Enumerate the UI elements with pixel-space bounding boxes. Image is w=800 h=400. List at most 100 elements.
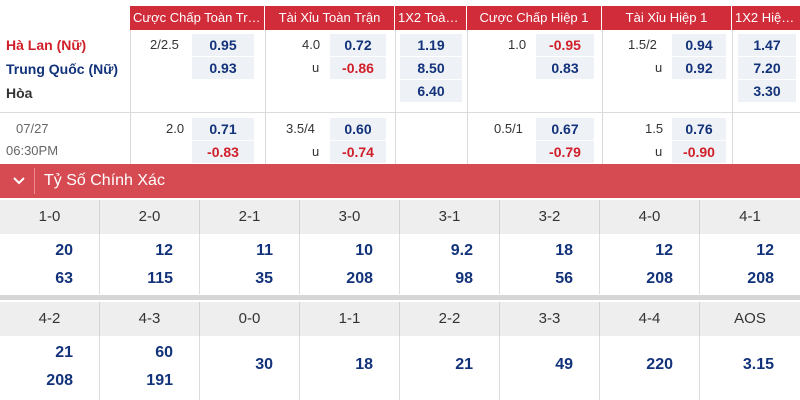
score-label: 3-3 <box>500 302 600 336</box>
score-odds-single[interactable]: 18 <box>355 356 373 373</box>
h1-1x2-draw-odds[interactable]: 3.30 <box>738 80 796 102</box>
score-odds-bottom[interactable]: 115 <box>147 270 173 287</box>
score-odds-bottom[interactable]: 208 <box>46 372 73 389</box>
h1-ou-over-odds[interactable]: 0.94 <box>672 34 726 56</box>
score-label: 3-2 <box>500 200 600 234</box>
alt-ft-handicap-line: 2.0 <box>166 121 185 136</box>
ft-1x2-home-odds[interactable]: 1.19 <box>400 34 462 56</box>
header-ft-over-under[interactable]: Tài Xỉu Toàn Trận <box>265 6 395 30</box>
header-h1-over-under[interactable]: Tài Xỉu Hiệp 1 <box>602 6 732 30</box>
score-odds-top[interactable]: 18 <box>555 242 573 259</box>
correct-score-section-header[interactable]: Tỷ Số Chính Xác <box>0 164 800 198</box>
score-label: 4-3 <box>100 302 200 336</box>
score-odds-top[interactable]: 21 <box>55 344 73 361</box>
alt-h1-ou-line: 1.5 <box>645 121 664 136</box>
alt-ft-ou-line: 3.5/4 <box>286 121 315 136</box>
score-odds-single[interactable]: 21 <box>455 356 473 373</box>
score-odds-bottom[interactable]: 98 <box>455 270 473 287</box>
odds-table: Hà Lan (Nữ) Trung Quốc (Nữ) Hòa 07/27 06… <box>0 30 800 164</box>
score-odds-cell[interactable]: 12 115 <box>100 234 200 294</box>
header-ft-handicap[interactable]: Cược Chấp Toàn Trận <box>130 6 265 30</box>
score-odds-cell[interactable]: 11 35 <box>200 234 300 294</box>
score-odds-bottom[interactable]: 208 <box>346 270 373 287</box>
score-odds-cell[interactable]: 18 <box>300 336 400 400</box>
alt-ft-handicap-home-odds[interactable]: 0.71 <box>192 118 254 140</box>
score-odds-cell[interactable]: 21 208 <box>0 336 100 400</box>
score-odds-cell[interactable]: 12 208 <box>600 234 700 294</box>
chevron-down-icon[interactable] <box>10 172 28 190</box>
score-odds-single[interactable]: 3.15 <box>742 356 774 373</box>
header-h1-handicap[interactable]: Cược Chấp Hiệp 1 <box>467 6 602 30</box>
h1-1x2-home-odds[interactable]: 1.47 <box>738 34 796 56</box>
score-odds-cell[interactable]: 60 191 <box>100 336 200 400</box>
score-odds-cell[interactable]: 49 <box>500 336 600 400</box>
score-odds-cell[interactable]: 20 63 <box>0 234 100 294</box>
ft-ou-under-odds[interactable]: -0.86 <box>330 57 386 79</box>
ft-ou-over-odds[interactable]: 0.72 <box>330 34 386 56</box>
score-odds-cell[interactable]: 9.2 98 <box>400 234 500 294</box>
score-odds-single[interactable]: 49 <box>555 356 573 373</box>
alt-h1-handicap-away-odds[interactable]: -0.79 <box>536 141 594 163</box>
score-odds-row-1: 20 63 12 115 11 35 10 208 9.2 98 18 56 1… <box>0 234 800 294</box>
h1-handicap-home-odds[interactable]: -0.95 <box>536 34 594 56</box>
h1-ou-line: 1.5/2 <box>628 37 657 52</box>
header-h1-1x2[interactable]: 1X2 Hiệp 1 <box>732 6 800 30</box>
score-odds-cell[interactable]: 18 56 <box>500 234 600 294</box>
section-divider <box>0 295 800 300</box>
score-odds-bottom[interactable]: 208 <box>646 270 673 287</box>
h1-ou-under-label: u <box>655 60 663 75</box>
score-label: 3-0 <box>300 200 400 234</box>
ft-ou-under-label: u <box>312 60 320 75</box>
score-odds-single[interactable]: 30 <box>255 356 273 373</box>
score-odds-cell[interactable]: 10 208 <box>300 234 400 294</box>
odds-header: Cược Chấp Toàn Trận Tài Xỉu Toàn Trận 1X… <box>0 0 800 30</box>
score-label: 2-2 <box>400 302 500 336</box>
h1-handicap-line: 1.0 <box>508 37 527 52</box>
score-odds-cell[interactable]: 30 <box>200 336 300 400</box>
score-labels-row-1: 1-0 2-0 2-1 3-0 3-1 3-2 4-0 4-1 <box>0 200 800 234</box>
alt-h1-ou-over-odds[interactable]: 0.76 <box>672 118 726 140</box>
alt-ft-handicap-away-odds[interactable]: -0.83 <box>192 141 254 163</box>
correct-score-title: Tỷ Số Chính Xác <box>44 172 165 189</box>
alt-h1-ou-under-odds[interactable]: -0.90 <box>672 141 726 163</box>
score-odds-bottom[interactable]: 191 <box>146 372 173 389</box>
alt-ft-ou-under-odds[interactable]: -0.74 <box>330 141 386 163</box>
header-separator <box>34 168 35 194</box>
score-odds-top[interactable]: 60 <box>155 344 173 361</box>
score-odds-single[interactable]: 220 <box>646 356 673 373</box>
h1-1x2-away-odds[interactable]: 7.20 <box>738 57 796 79</box>
score-label: 1-0 <box>0 200 100 234</box>
ft-handicap-away-odds[interactable]: 0.93 <box>192 57 254 79</box>
score-odds-top[interactable]: 11 <box>256 242 273 259</box>
score-odds-top[interactable]: 9.2 <box>450 242 473 259</box>
column-divider <box>130 30 131 164</box>
score-odds-cell[interactable]: 220 <box>600 336 700 400</box>
header-ft-1x2[interactable]: 1X2 Toàn Trận <box>395 6 467 30</box>
score-odds-bottom[interactable]: 63 <box>55 270 73 287</box>
score-odds-cell[interactable]: 21 <box>400 336 500 400</box>
column-divider <box>395 30 396 164</box>
score-odds-row-2: 21 208 60 191 30 18 21 49 220 3.15 <box>0 336 800 400</box>
away-team-name[interactable]: Trung Quốc (Nữ) <box>6 61 119 77</box>
draw-label: Hòa <box>6 85 33 101</box>
score-odds-top[interactable]: 12 <box>155 242 173 259</box>
score-odds-top[interactable]: 10 <box>355 242 373 259</box>
alt-ft-ou-over-odds[interactable]: 0.60 <box>330 118 386 140</box>
score-odds-cell[interactable]: 12 208 <box>700 234 800 294</box>
h1-handicap-away-odds[interactable]: 0.83 <box>536 57 594 79</box>
score-odds-top[interactable]: 12 <box>756 242 774 259</box>
score-odds-cell[interactable]: 3.15 <box>700 336 800 400</box>
score-odds-top[interactable]: 12 <box>655 242 673 259</box>
score-odds-bottom[interactable]: 208 <box>747 270 774 287</box>
score-odds-bottom[interactable]: 35 <box>255 270 273 287</box>
score-label: 2-1 <box>200 200 300 234</box>
score-label: 4-2 <box>0 302 100 336</box>
score-odds-bottom[interactable]: 56 <box>555 270 573 287</box>
ft-handicap-home-odds[interactable]: 0.95 <box>192 34 254 56</box>
ft-1x2-away-odds[interactable]: 8.50 <box>400 57 462 79</box>
score-odds-top[interactable]: 20 <box>55 242 73 259</box>
alt-h1-handicap-home-odds[interactable]: 0.67 <box>536 118 594 140</box>
home-team-name[interactable]: Hà Lan (Nữ) <box>6 37 87 53</box>
h1-ou-under-odds[interactable]: 0.92 <box>672 57 726 79</box>
ft-1x2-draw-odds[interactable]: 6.40 <box>400 80 462 102</box>
